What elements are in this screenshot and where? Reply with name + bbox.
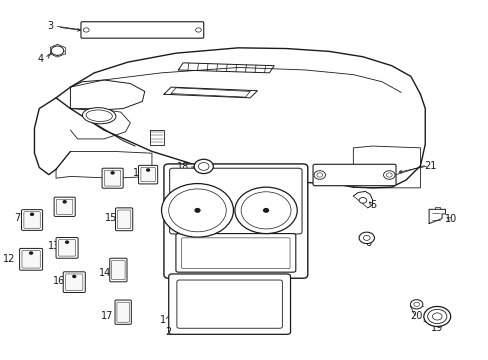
Circle shape: [413, 302, 419, 306]
Text: 1: 1: [160, 315, 166, 325]
FancyBboxPatch shape: [177, 280, 282, 328]
Circle shape: [358, 232, 374, 244]
FancyBboxPatch shape: [169, 168, 302, 234]
FancyBboxPatch shape: [24, 212, 40, 228]
FancyBboxPatch shape: [117, 210, 131, 229]
Text: 9: 9: [102, 171, 108, 181]
Circle shape: [146, 169, 149, 171]
FancyBboxPatch shape: [65, 274, 83, 291]
FancyBboxPatch shape: [115, 300, 131, 324]
Circle shape: [195, 28, 201, 32]
Circle shape: [409, 300, 422, 309]
FancyBboxPatch shape: [63, 272, 85, 293]
Circle shape: [263, 208, 268, 212]
FancyBboxPatch shape: [58, 240, 76, 256]
FancyBboxPatch shape: [54, 197, 75, 216]
Circle shape: [363, 235, 369, 240]
FancyBboxPatch shape: [117, 302, 129, 322]
FancyBboxPatch shape: [104, 170, 121, 186]
Text: 3: 3: [47, 21, 54, 31]
Text: 19: 19: [430, 323, 442, 333]
Circle shape: [51, 46, 63, 55]
Circle shape: [383, 171, 394, 179]
Circle shape: [161, 184, 233, 237]
Circle shape: [313, 171, 325, 179]
Circle shape: [195, 208, 200, 212]
Text: 6: 6: [365, 238, 371, 248]
Text: 12: 12: [3, 253, 15, 264]
Circle shape: [198, 162, 208, 170]
Circle shape: [83, 28, 89, 32]
Text: 8: 8: [54, 200, 60, 210]
Text: 15: 15: [105, 212, 117, 222]
Circle shape: [111, 172, 114, 174]
FancyBboxPatch shape: [56, 238, 78, 258]
Text: 7: 7: [14, 212, 20, 222]
Circle shape: [30, 252, 33, 254]
Ellipse shape: [86, 110, 112, 121]
FancyBboxPatch shape: [182, 238, 289, 269]
FancyBboxPatch shape: [163, 164, 307, 278]
FancyBboxPatch shape: [22, 251, 40, 268]
Circle shape: [63, 201, 66, 203]
Circle shape: [431, 313, 441, 320]
FancyBboxPatch shape: [111, 260, 125, 280]
Text: 20: 20: [409, 311, 422, 321]
Text: 10: 10: [445, 214, 457, 224]
Circle shape: [423, 306, 450, 327]
Text: 5: 5: [369, 200, 376, 210]
Text: 16: 16: [53, 276, 65, 286]
Circle shape: [234, 187, 297, 234]
FancyBboxPatch shape: [138, 165, 157, 184]
Text: 2: 2: [164, 327, 171, 337]
FancyBboxPatch shape: [168, 274, 290, 334]
FancyBboxPatch shape: [81, 22, 203, 38]
Text: 13: 13: [47, 241, 60, 251]
Circle shape: [194, 159, 213, 174]
Text: 4: 4: [38, 54, 44, 64]
Circle shape: [168, 189, 226, 232]
FancyBboxPatch shape: [20, 248, 42, 270]
Circle shape: [386, 173, 391, 177]
FancyBboxPatch shape: [176, 234, 295, 272]
Circle shape: [427, 309, 446, 324]
FancyBboxPatch shape: [312, 164, 395, 186]
Text: 11: 11: [132, 168, 144, 178]
Text: 21: 21: [424, 161, 436, 171]
FancyBboxPatch shape: [115, 208, 132, 231]
Text: 17: 17: [101, 311, 113, 321]
Text: 18: 18: [177, 162, 189, 172]
Circle shape: [73, 275, 76, 278]
FancyBboxPatch shape: [109, 258, 127, 282]
Circle shape: [316, 173, 322, 177]
Circle shape: [241, 192, 290, 229]
Circle shape: [65, 241, 68, 243]
Circle shape: [31, 213, 33, 215]
FancyBboxPatch shape: [57, 199, 73, 214]
FancyBboxPatch shape: [141, 167, 155, 182]
Circle shape: [358, 198, 366, 203]
FancyBboxPatch shape: [21, 210, 42, 230]
Text: 14: 14: [99, 268, 111, 278]
Ellipse shape: [82, 108, 116, 124]
FancyBboxPatch shape: [102, 168, 123, 188]
